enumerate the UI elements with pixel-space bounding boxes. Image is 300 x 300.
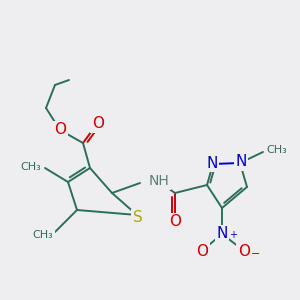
Text: N: N [216,226,228,242]
Text: CH₃: CH₃ [20,162,41,172]
Text: O: O [196,244,208,260]
Text: S: S [133,211,143,226]
Text: +: + [229,230,237,240]
Text: CH₃: CH₃ [32,230,53,240]
Text: O: O [238,244,250,260]
Text: CH₃: CH₃ [266,145,287,155]
Text: NH: NH [149,174,170,188]
Text: O: O [169,214,181,230]
Text: N: N [235,154,247,169]
Text: N: N [206,155,218,170]
Text: O: O [54,122,66,137]
Text: O: O [92,116,104,131]
Text: −: − [251,249,260,259]
